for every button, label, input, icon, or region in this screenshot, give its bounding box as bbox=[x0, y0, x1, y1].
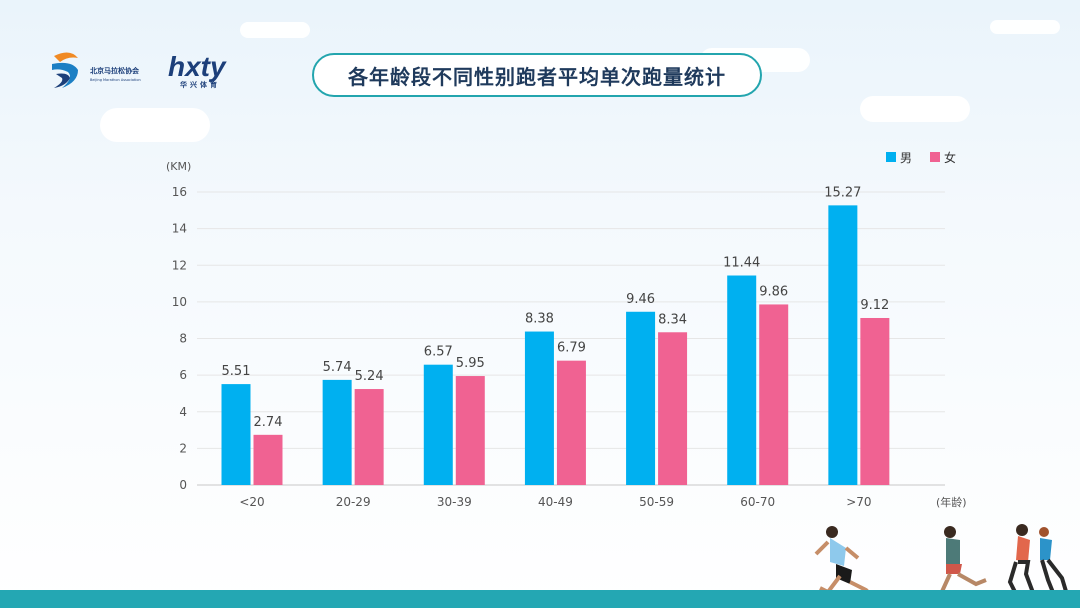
bar-female bbox=[556, 360, 586, 485]
legend-swatch bbox=[930, 152, 940, 162]
data-label: 5.51 bbox=[222, 364, 251, 379]
cloud-decoration bbox=[240, 22, 310, 38]
association-name: 北京马拉松协会 bbox=[90, 67, 139, 75]
bar-male bbox=[524, 331, 554, 485]
x-tick-label: 30-39 bbox=[437, 495, 472, 509]
y-tick-label: 12 bbox=[172, 258, 187, 272]
data-label: 8.34 bbox=[658, 312, 687, 327]
y-tick-label: 6 bbox=[179, 368, 187, 382]
y-axis-label: (KM) bbox=[166, 160, 191, 173]
data-label: 8.38 bbox=[525, 312, 554, 327]
runner-figure bbox=[814, 526, 882, 606]
data-label: 15.27 bbox=[824, 185, 861, 200]
x-tick-label: <20 bbox=[239, 495, 264, 509]
x-tick-label: 20-29 bbox=[336, 495, 371, 509]
legend-swatch bbox=[886, 152, 896, 162]
bar-female bbox=[354, 389, 384, 485]
data-label: 5.24 bbox=[355, 369, 384, 384]
bar-female bbox=[455, 376, 485, 485]
cloud-decoration bbox=[860, 96, 970, 122]
y-tick-label: 2 bbox=[179, 441, 187, 455]
data-label: 5.95 bbox=[456, 356, 485, 371]
hxty-logo: hxty bbox=[168, 54, 227, 82]
y-tick-label: 14 bbox=[172, 222, 187, 236]
chart-title: 各年龄段不同性别跑者平均单次跑量统计 bbox=[312, 53, 762, 97]
cloud-decoration bbox=[990, 20, 1060, 34]
association-name-en: Beijing Marathon Association bbox=[90, 78, 141, 82]
bar-male bbox=[727, 275, 757, 485]
bar-male bbox=[828, 205, 858, 486]
bar-female bbox=[860, 317, 890, 485]
x-tick-label: 40-49 bbox=[538, 495, 573, 509]
y-tick-label: 8 bbox=[179, 332, 187, 346]
bar-female bbox=[253, 434, 283, 485]
data-label: 6.79 bbox=[557, 341, 586, 356]
legend-label: 男 bbox=[900, 151, 912, 165]
data-label: 11.44 bbox=[723, 256, 760, 271]
y-tick-label: 4 bbox=[179, 405, 187, 419]
y-tick-label: 0 bbox=[179, 478, 187, 492]
data-label: 6.57 bbox=[424, 345, 453, 360]
data-label: 2.74 bbox=[254, 415, 283, 430]
bar-male bbox=[626, 311, 656, 485]
association-logo-icon bbox=[52, 52, 78, 88]
x-tick-label: 50-59 bbox=[639, 495, 674, 509]
y-tick-label: 10 bbox=[172, 295, 187, 309]
brand-chinese-name: 华兴体育 bbox=[180, 81, 220, 89]
cloud-decoration bbox=[100, 108, 210, 142]
bar-male bbox=[322, 379, 352, 485]
runners-illustration bbox=[814, 524, 1070, 606]
hxty-logo-text: hxty bbox=[168, 54, 227, 82]
legend-label: 女 bbox=[944, 150, 956, 165]
bar-female bbox=[759, 304, 789, 485]
footer-band bbox=[0, 590, 1080, 608]
data-label: 9.86 bbox=[759, 284, 788, 299]
x-tick-label: 60-70 bbox=[740, 495, 775, 509]
bar-female bbox=[658, 332, 688, 485]
x-tick-label: >70 bbox=[846, 495, 871, 509]
data-label: 9.12 bbox=[860, 298, 889, 313]
y-tick-label: 16 bbox=[172, 185, 187, 199]
bar-male bbox=[221, 384, 251, 485]
bar-male bbox=[423, 364, 453, 485]
data-label: 5.74 bbox=[323, 360, 352, 375]
data-label: 9.46 bbox=[626, 292, 655, 307]
header-logos: 北京马拉松协会 Beijing Marathon Association hxt… bbox=[48, 48, 248, 96]
x-axis-label: (年龄) bbox=[936, 495, 967, 509]
